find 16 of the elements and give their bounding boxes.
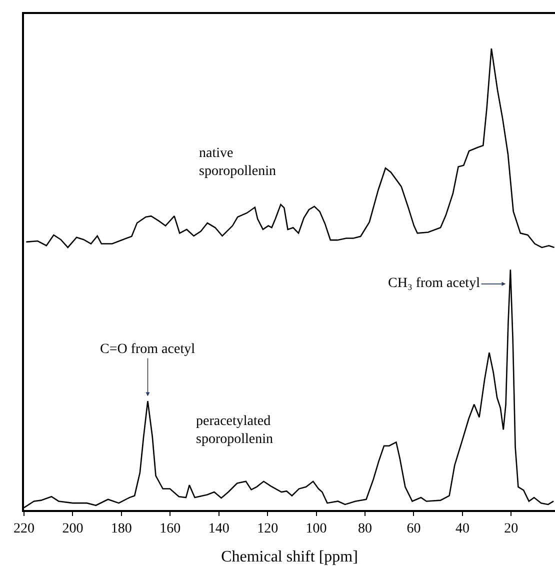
x-axis-title: Chemical shift [ppm] — [221, 548, 358, 566]
x-tick-label: 20 — [504, 522, 518, 537]
x-tick-label: 120 — [257, 522, 278, 537]
x-tick-label: 140 — [208, 522, 230, 537]
x-tick-label: 40 — [455, 522, 470, 537]
text: peracetylated sporopollenin — [196, 414, 273, 448]
x-tick-label: 160 — [160, 522, 181, 537]
x-tick-label: 60 — [406, 522, 421, 537]
x-tick-label: 180 — [110, 522, 132, 537]
x-tick-label: 220 — [14, 522, 34, 537]
x-tick-label: 80 — [358, 522, 372, 537]
annotation: CH₃ from acetyl — [388, 276, 480, 291]
annotation: C=O from acetyl — [100, 342, 196, 357]
x-tick-label: 200 — [62, 522, 84, 537]
x-tick-label: 100 — [306, 522, 327, 537]
series-label: native sporopollenin — [199, 146, 276, 180]
